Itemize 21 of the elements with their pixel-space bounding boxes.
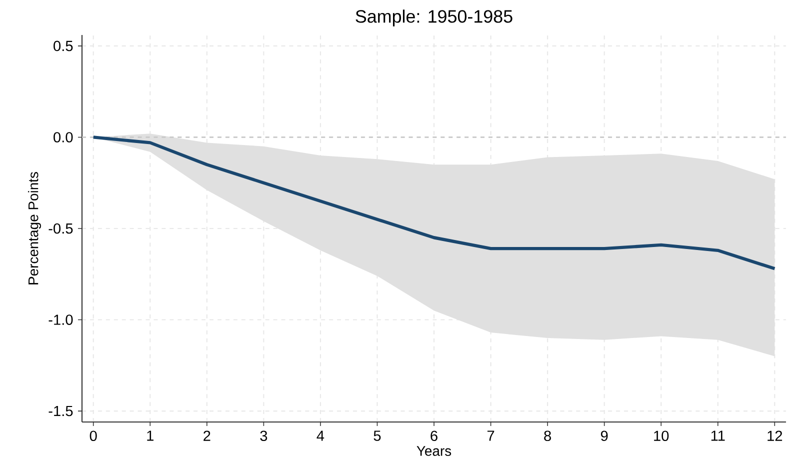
x-tick-label: 2 (204, 430, 210, 441)
x-axis-title: Years (416, 446, 452, 456)
x-tick-label: 3 (260, 430, 268, 442)
x-tick-label: 7 (487, 430, 494, 441)
x-tick-label: 4 (316, 430, 324, 441)
x-tick-label: 1 (147, 430, 154, 441)
chart-title: Sample: 1950-1985 (356, 10, 512, 26)
y-tick-label: 0.0 (54, 132, 73, 142)
x-tick-label: 9 (600, 430, 608, 442)
x-tick-label: 8 (544, 430, 551, 442)
x-tick-label: 10 (654, 430, 669, 442)
y-axis-title: Percentage Points (28, 172, 42, 284)
x-tick-label: 5 (374, 430, 381, 441)
x-tick-label: 0 (90, 430, 97, 442)
x-tick-label: 6 (430, 430, 438, 442)
y-tick-label: -1.0 (48, 314, 73, 325)
x-tick-label: 12 (768, 430, 782, 441)
x-tick-label: 11 (711, 430, 725, 441)
y-tick-label: 0.5 (54, 40, 73, 52)
y-tick-label: -0.5 (48, 223, 73, 234)
y-tick-label: -1.5 (48, 406, 73, 416)
